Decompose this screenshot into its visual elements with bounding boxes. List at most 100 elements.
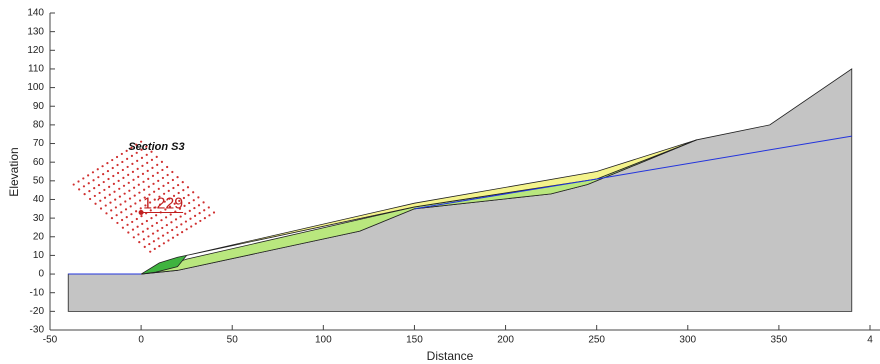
grid-point bbox=[171, 228, 174, 232]
grid-point bbox=[82, 177, 85, 180]
grid-point bbox=[166, 165, 169, 169]
grid-point bbox=[108, 193, 111, 196]
grid-point bbox=[121, 160, 124, 164]
grid-point bbox=[145, 145, 148, 148]
grid-point bbox=[136, 159, 139, 162]
grid-point bbox=[141, 222, 144, 225]
y-tick-label: 50 bbox=[33, 175, 45, 186]
grid-point bbox=[157, 179, 160, 182]
grid-point bbox=[152, 240, 156, 243]
grid-point bbox=[140, 140, 143, 143]
grid-point bbox=[129, 205, 132, 208]
grid-point bbox=[118, 187, 121, 190]
y-tick-label: 100 bbox=[27, 82, 44, 93]
grid-point bbox=[141, 230, 145, 233]
grid-point bbox=[148, 201, 152, 204]
grid-point bbox=[93, 194, 96, 198]
y-axis-label: Elevation bbox=[7, 147, 21, 196]
grid-point bbox=[161, 176, 165, 180]
grid-point bbox=[91, 171, 95, 174]
grid-point bbox=[168, 197, 171, 200]
grid-point bbox=[192, 199, 195, 202]
y-tick-label: 110 bbox=[28, 64, 44, 75]
grid-point bbox=[212, 211, 216, 214]
grid-point bbox=[197, 196, 200, 199]
grid-point bbox=[125, 215, 128, 219]
grid-point bbox=[117, 179, 120, 182]
grid-point bbox=[166, 231, 169, 234]
grid-point bbox=[99, 199, 102, 202]
grid-point bbox=[102, 180, 105, 184]
grid-point bbox=[173, 202, 176, 205]
grid-point bbox=[162, 192, 166, 195]
grid-point bbox=[168, 205, 172, 208]
grid-point bbox=[171, 178, 174, 182]
grid-point bbox=[167, 239, 170, 242]
grid-point bbox=[130, 146, 133, 149]
grid-point bbox=[160, 160, 164, 164]
grid-point bbox=[157, 187, 160, 190]
grid-point bbox=[116, 171, 120, 175]
grid-point bbox=[114, 206, 117, 209]
water-table bbox=[414, 135, 852, 210]
grid-point bbox=[151, 166, 154, 169]
grid-point bbox=[138, 240, 141, 244]
y-tick-label: 140 bbox=[27, 8, 44, 19]
grid-point bbox=[154, 206, 157, 209]
grid-point bbox=[169, 213, 172, 216]
grid-point bbox=[87, 174, 90, 177]
grid-point bbox=[116, 163, 119, 167]
grid-point bbox=[131, 170, 135, 173]
grid-point bbox=[194, 222, 197, 225]
grid-point bbox=[124, 200, 127, 203]
x-tick-label: 200 bbox=[497, 335, 514, 346]
grid-point bbox=[127, 181, 130, 184]
grid-point bbox=[146, 169, 149, 172]
grid-point bbox=[181, 231, 184, 234]
region bbox=[67, 68, 853, 312]
grid-point bbox=[127, 231, 130, 234]
grid-point bbox=[138, 191, 141, 194]
grid-point bbox=[137, 183, 140, 186]
grid-point bbox=[140, 156, 144, 159]
x-tick-label: 50 bbox=[227, 335, 239, 346]
grid-point bbox=[176, 183, 180, 187]
grid-point bbox=[105, 212, 108, 215]
search-grid bbox=[72, 140, 216, 253]
y-tick-label: 0 bbox=[38, 269, 44, 280]
grid-point bbox=[167, 181, 170, 185]
y-tick-label: 30 bbox=[33, 213, 45, 224]
grid-point bbox=[162, 242, 165, 245]
x-tick-label: 250 bbox=[588, 335, 605, 346]
grid-point bbox=[163, 200, 166, 203]
grid-point bbox=[155, 221, 158, 225]
grid-point bbox=[193, 206, 196, 210]
grid-point bbox=[114, 198, 117, 201]
y-tick-label: -10 bbox=[30, 287, 45, 298]
grid-point bbox=[132, 178, 135, 181]
y-tick-label: 20 bbox=[33, 231, 45, 242]
grid-point bbox=[148, 193, 151, 196]
region bbox=[140, 139, 698, 275]
grid-point bbox=[113, 190, 116, 193]
grid-point bbox=[160, 219, 163, 222]
grid-point bbox=[88, 197, 92, 201]
x-tick-label: 0 bbox=[138, 335, 144, 346]
grid-point bbox=[181, 181, 184, 184]
grid-point bbox=[131, 228, 135, 231]
grid-point bbox=[148, 242, 151, 246]
grid-point bbox=[151, 232, 155, 235]
grid-point bbox=[77, 180, 80, 183]
grid-point bbox=[192, 191, 195, 194]
grid-point bbox=[133, 194, 136, 197]
grid-point bbox=[97, 183, 101, 187]
grid-point bbox=[138, 199, 142, 202]
grid-point bbox=[171, 236, 175, 239]
grid-point bbox=[149, 209, 152, 212]
grid-point bbox=[182, 196, 186, 200]
grid-point bbox=[106, 162, 109, 165]
grid-point bbox=[161, 234, 165, 237]
grid-point bbox=[88, 190, 91, 193]
grid-point bbox=[189, 217, 192, 220]
grid-point bbox=[178, 207, 182, 210]
